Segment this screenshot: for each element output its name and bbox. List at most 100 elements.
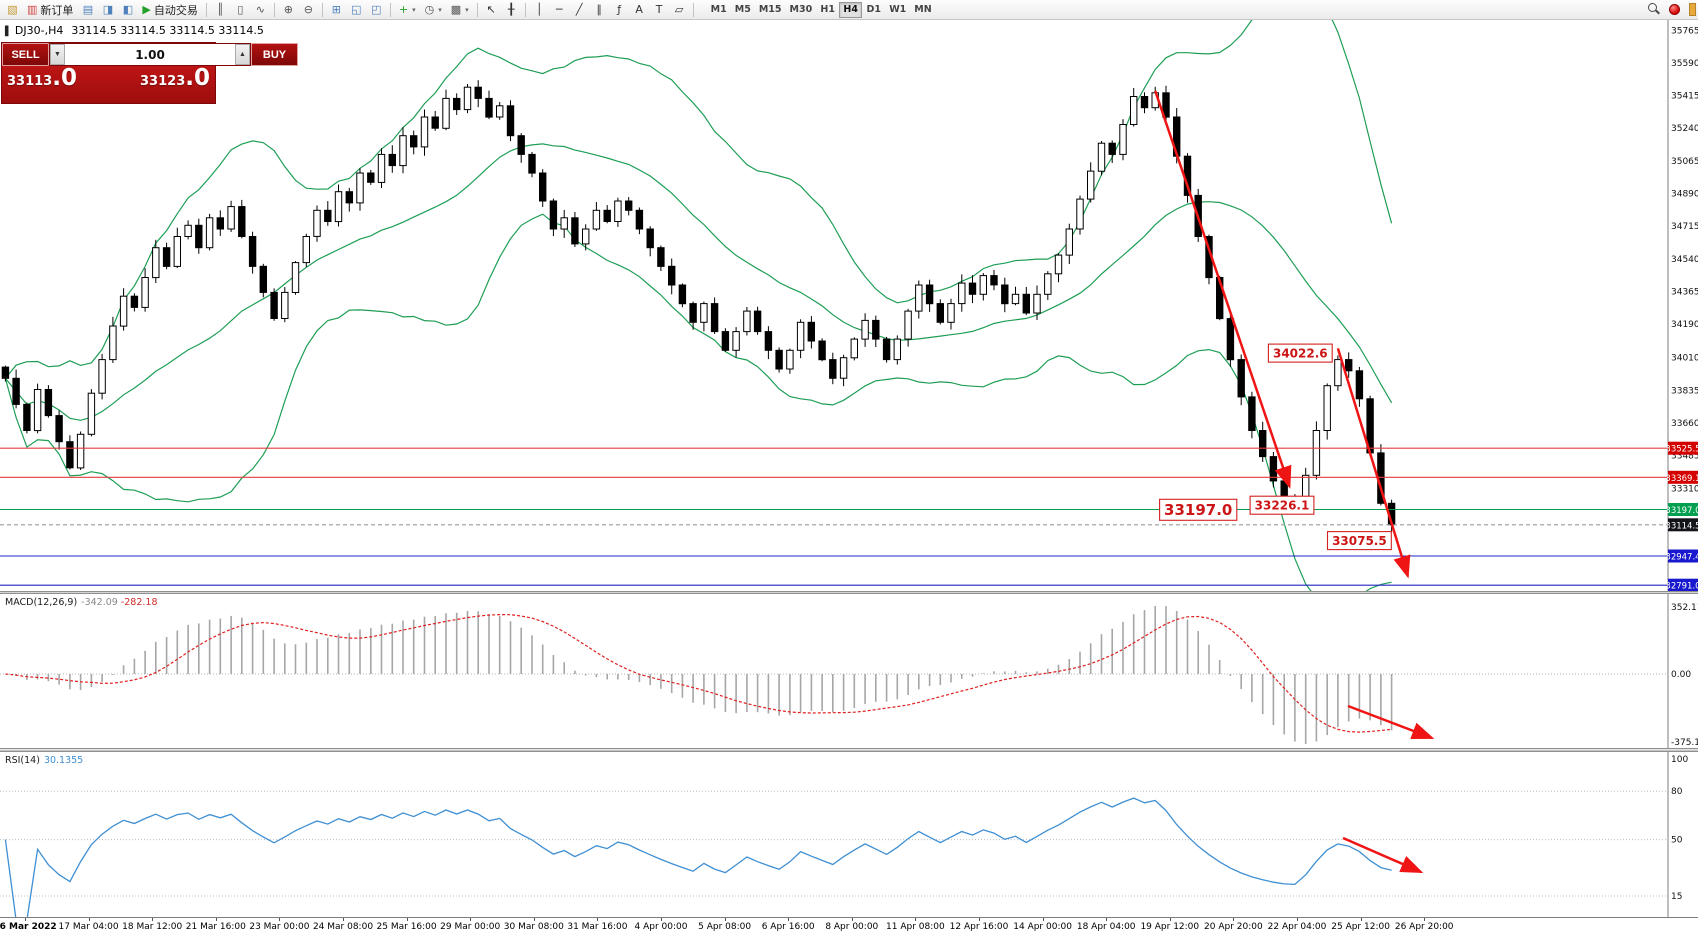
add-indicator-button[interactable]: + ▾ xyxy=(395,1,420,18)
shapes-tool-button[interactable]: ▱ xyxy=(670,1,689,18)
time-axis-tick xyxy=(597,918,599,921)
toolbar-separator xyxy=(389,2,391,17)
candle-body xyxy=(839,357,848,379)
timeframe-W1[interactable]: W1 xyxy=(889,4,907,15)
macd-panel[interactable]: 352.11 0.00 -375.15 xyxy=(0,594,1698,748)
candlestick-type-button[interactable]: ▯ xyxy=(231,1,250,18)
navigator-button[interactable]: ◧ xyxy=(118,1,137,18)
price-annotation[interactable]: 34022.6 xyxy=(1267,343,1333,363)
price-annotation[interactable]: 33226.1 xyxy=(1249,495,1315,515)
candle-body xyxy=(861,319,869,340)
trend-arrow[interactable] xyxy=(1154,90,1292,489)
time-axis-tick xyxy=(724,918,726,921)
data-window-button[interactable]: ◨ xyxy=(98,1,117,18)
panel-splitter[interactable] xyxy=(0,591,1698,594)
volume-down-button[interactable]: ▼ xyxy=(50,44,65,65)
line-chart-type-button[interactable]: ∿ xyxy=(251,1,270,18)
rsi-axis-tick: 100 xyxy=(1671,755,1688,765)
time-axis-tick xyxy=(1360,918,1362,921)
bar-chart-icon: ║ xyxy=(217,3,224,16)
time-axis-tick xyxy=(215,918,217,921)
candle-body xyxy=(646,228,654,249)
new-chart-button[interactable]: ▧ xyxy=(3,1,22,18)
volume-input[interactable] xyxy=(65,44,235,65)
candle-body xyxy=(184,224,192,238)
panel-splitter[interactable] xyxy=(0,748,1698,752)
record-icon[interactable] xyxy=(1669,4,1680,15)
new-order-button[interactable]: ▥ 新订单 xyxy=(23,1,77,18)
time-axis-tick xyxy=(1042,918,1044,921)
timeframe-M1[interactable]: M1 xyxy=(710,4,727,15)
horizontal-line-tool-button[interactable]: ─ xyxy=(550,1,569,18)
price-axis-tick: 35415.0 xyxy=(1671,92,1698,102)
trend-arrow[interactable] xyxy=(1336,348,1411,579)
candle-body xyxy=(119,295,128,327)
templates-button[interactable]: ▩ ▾ xyxy=(447,1,473,18)
fibonacci-tool-button[interactable]: ƒ xyxy=(610,1,629,18)
label-tool-button[interactable]: T xyxy=(650,1,669,18)
volume-up-button[interactable]: ▲ xyxy=(235,44,250,65)
timeframe-D1[interactable]: D1 xyxy=(866,4,881,15)
candle-body xyxy=(324,209,332,223)
time-label: 24 Mar 08:00 xyxy=(312,922,374,932)
search-icon[interactable] xyxy=(1648,3,1660,16)
candle-body xyxy=(1130,96,1138,125)
text-tool-button[interactable]: A xyxy=(630,1,649,18)
bar-chart-type-button[interactable]: ║ xyxy=(211,1,230,18)
autotrading-button[interactable]: ▶ 自动交易 xyxy=(138,1,201,18)
candle-body xyxy=(1312,430,1321,476)
price-annotation[interactable]: 33197.0 xyxy=(1159,498,1238,521)
periods-button[interactable]: ◷ ▾ xyxy=(421,1,446,18)
candle-body xyxy=(291,262,300,294)
candle-body xyxy=(968,282,977,295)
timeframe-M30[interactable]: M30 xyxy=(789,4,813,15)
time-axis-tick xyxy=(979,918,980,921)
buy-button[interactable]: BUY xyxy=(251,43,298,66)
zoom-out-button[interactable]: ⊖ xyxy=(299,1,318,18)
vertical-line-tool-button[interactable]: │ xyxy=(530,1,549,18)
macd-axis-tick: 0.00 xyxy=(1671,670,1691,680)
timeframe-M5[interactable]: M5 xyxy=(734,4,751,15)
trend-arrow[interactable] xyxy=(1342,836,1424,874)
timeframe-H4[interactable]: H4 xyxy=(839,1,863,18)
navigator-icon: ◧ xyxy=(122,3,134,16)
candle-body xyxy=(689,303,697,323)
time-axis-tick xyxy=(788,918,790,921)
bollinger-band-line xyxy=(4,213,1392,591)
toolbar-separator xyxy=(476,2,478,17)
time-axis-tick xyxy=(25,918,26,921)
tile-windows-button[interactable]: ⊞ xyxy=(327,1,346,18)
market-watch-button[interactable]: ▤ xyxy=(78,1,97,18)
trendline-tool-button[interactable]: ╱ xyxy=(570,1,589,18)
candle-body xyxy=(893,338,901,361)
time-axis-tick xyxy=(851,918,853,921)
timeframe-H1[interactable]: H1 xyxy=(820,4,835,15)
trend-arrow[interactable] xyxy=(1347,704,1435,740)
candle-body xyxy=(281,291,289,319)
timeframe-MN[interactable]: MN xyxy=(914,4,932,15)
label-icon: T xyxy=(655,3,663,16)
channel-tool-button[interactable]: ∥ xyxy=(590,1,609,18)
candle-body xyxy=(356,172,364,204)
zoom-in-button[interactable]: ⊕ xyxy=(279,1,298,18)
crosshair-tool-button[interactable]: ╂ xyxy=(502,1,521,18)
sell-button[interactable]: SELL xyxy=(2,43,49,66)
macd-axis-tick: 352.11 xyxy=(1671,603,1698,613)
cursor-tool-button[interactable]: ↖ xyxy=(482,1,501,18)
cascade-windows-button[interactable]: ◱ xyxy=(347,1,366,18)
candle-body xyxy=(44,389,53,417)
candle-body xyxy=(678,284,687,305)
main-toolbar: ▧ ▥ 新订单 ▤ ◨ ◧ ▶ 自动交易 ║ ▯ ∿ ⊕ ⊖ ⊞ ◱ ◰ + ▾ ◷ ▾ ▩ ▾ ↖ ╂ │ ─ ╱ ∥ ƒ A T ▱ M1… xyxy=(0,0,1698,20)
arrange-windows-button[interactable]: ◰ xyxy=(367,1,386,18)
svg-text:33114.5: 33114.5 xyxy=(1665,521,1698,531)
timeframe-M15[interactable]: M15 xyxy=(758,4,782,15)
candle-body xyxy=(1108,142,1116,155)
candle-body xyxy=(958,282,966,305)
rsi-panel[interactable]: 100 80 50 15 xyxy=(0,752,1698,917)
candle-body xyxy=(571,217,579,245)
candle-body xyxy=(87,392,96,435)
candle-body xyxy=(162,247,171,267)
price-annotation[interactable]: 33075.5 xyxy=(1326,531,1392,551)
price-chart-panel[interactable]: 35765.0 35590.0 35415.0 35240.0 35065.0 34890… xyxy=(0,20,1698,591)
